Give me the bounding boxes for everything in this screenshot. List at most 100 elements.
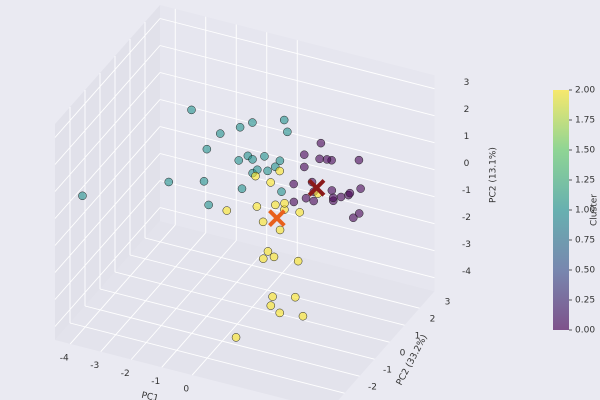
point bbox=[336, 192, 346, 202]
colorbar-tick-label: 1.75 bbox=[575, 116, 595, 126]
marks bbox=[78, 105, 365, 342]
point bbox=[322, 155, 332, 164]
y-tick-label: 1 bbox=[415, 332, 421, 342]
grid-line bbox=[69, 224, 176, 345]
point bbox=[237, 184, 247, 193]
point bbox=[259, 254, 268, 263]
point bbox=[269, 252, 279, 262]
y-tick-label: 0 bbox=[400, 349, 406, 359]
point bbox=[289, 179, 298, 189]
point bbox=[231, 333, 241, 342]
grid-line bbox=[159, 18, 435, 90]
grid bbox=[54, 8, 435, 394]
point bbox=[280, 199, 289, 208]
colorbar-tick-label: 0.50 bbox=[575, 266, 595, 276]
point bbox=[300, 150, 309, 159]
grid-line bbox=[100, 232, 207, 352]
point bbox=[345, 188, 355, 198]
x-tick-label: -3 bbox=[90, 361, 99, 371]
z-tick-label: 1 bbox=[464, 132, 470, 142]
z-tick-label: 0 bbox=[464, 159, 470, 169]
colorbar-tick-label: 0.00 bbox=[575, 326, 595, 336]
point bbox=[356, 184, 365, 193]
x-tick-label: -2 bbox=[121, 369, 130, 379]
y-tick-label: 2 bbox=[430, 315, 436, 325]
grid-line bbox=[54, 153, 161, 273]
grid-line bbox=[191, 255, 298, 376]
point bbox=[279, 115, 289, 125]
grid-line bbox=[54, 72, 161, 192]
y-tick-label: -2 bbox=[368, 383, 377, 393]
point bbox=[266, 301, 276, 310]
colorbar-tick-label: 1.50 bbox=[575, 146, 595, 156]
point bbox=[263, 247, 273, 256]
side-pane bbox=[55, 5, 160, 340]
point bbox=[293, 256, 303, 266]
grid-line bbox=[130, 240, 237, 360]
x-tick-label: -4 bbox=[60, 353, 69, 363]
grid-line bbox=[114, 271, 390, 343]
colorbar bbox=[553, 90, 569, 330]
point bbox=[277, 187, 286, 196]
point bbox=[295, 208, 304, 217]
panes bbox=[55, 5, 435, 400]
point bbox=[216, 129, 225, 138]
point bbox=[275, 308, 284, 318]
point bbox=[298, 311, 308, 321]
x-tick-label: 0 bbox=[183, 385, 189, 395]
y-tick-label: 3 bbox=[445, 298, 451, 308]
grid-line bbox=[54, 45, 161, 165]
z-tick-label: -2 bbox=[462, 213, 471, 223]
centroid bbox=[268, 209, 286, 227]
colorbar-tick-label: 0.25 bbox=[575, 296, 595, 306]
point bbox=[222, 206, 232, 215]
colorbar-tick-label: 0.75 bbox=[575, 236, 595, 246]
grid-line bbox=[54, 126, 161, 246]
point bbox=[252, 202, 262, 211]
point bbox=[263, 166, 272, 176]
point bbox=[199, 177, 209, 186]
point bbox=[78, 191, 87, 201]
grid-line bbox=[161, 248, 268, 368]
point bbox=[260, 152, 269, 161]
point bbox=[291, 292, 300, 302]
grid-line bbox=[144, 237, 420, 309]
z-tick-label: 2 bbox=[464, 105, 470, 115]
grid-line bbox=[69, 322, 345, 394]
floor-pane bbox=[55, 221, 435, 400]
grid-line bbox=[54, 207, 161, 327]
centroid bbox=[307, 178, 326, 197]
point bbox=[248, 155, 257, 164]
y-tick-label: -1 bbox=[383, 366, 392, 376]
point bbox=[283, 127, 292, 137]
grid-line bbox=[54, 180, 161, 300]
point bbox=[275, 225, 285, 235]
point bbox=[271, 200, 280, 210]
point bbox=[187, 105, 196, 115]
grid-line bbox=[54, 18, 161, 138]
point bbox=[202, 144, 212, 154]
grid-line bbox=[159, 126, 435, 198]
point bbox=[328, 193, 338, 203]
point bbox=[275, 156, 285, 165]
x-axis-label: PC1 bbox=[140, 391, 159, 400]
z-axis-label: PC2 (13.1%) bbox=[489, 147, 499, 203]
point bbox=[354, 209, 364, 218]
point bbox=[327, 186, 337, 195]
point bbox=[301, 193, 311, 203]
grid-line bbox=[159, 45, 435, 117]
colorbar-label: Cluster bbox=[590, 194, 600, 226]
grid-line bbox=[54, 99, 161, 219]
colorbar-tick-label: 2.00 bbox=[575, 86, 595, 96]
point bbox=[354, 155, 364, 165]
point bbox=[248, 118, 257, 127]
grid-line bbox=[159, 207, 435, 279]
y-axis-label: PC2 (33.2%) bbox=[395, 333, 430, 387]
point bbox=[300, 162, 309, 172]
grid-line bbox=[129, 254, 405, 326]
point bbox=[309, 196, 318, 206]
point bbox=[164, 177, 173, 187]
